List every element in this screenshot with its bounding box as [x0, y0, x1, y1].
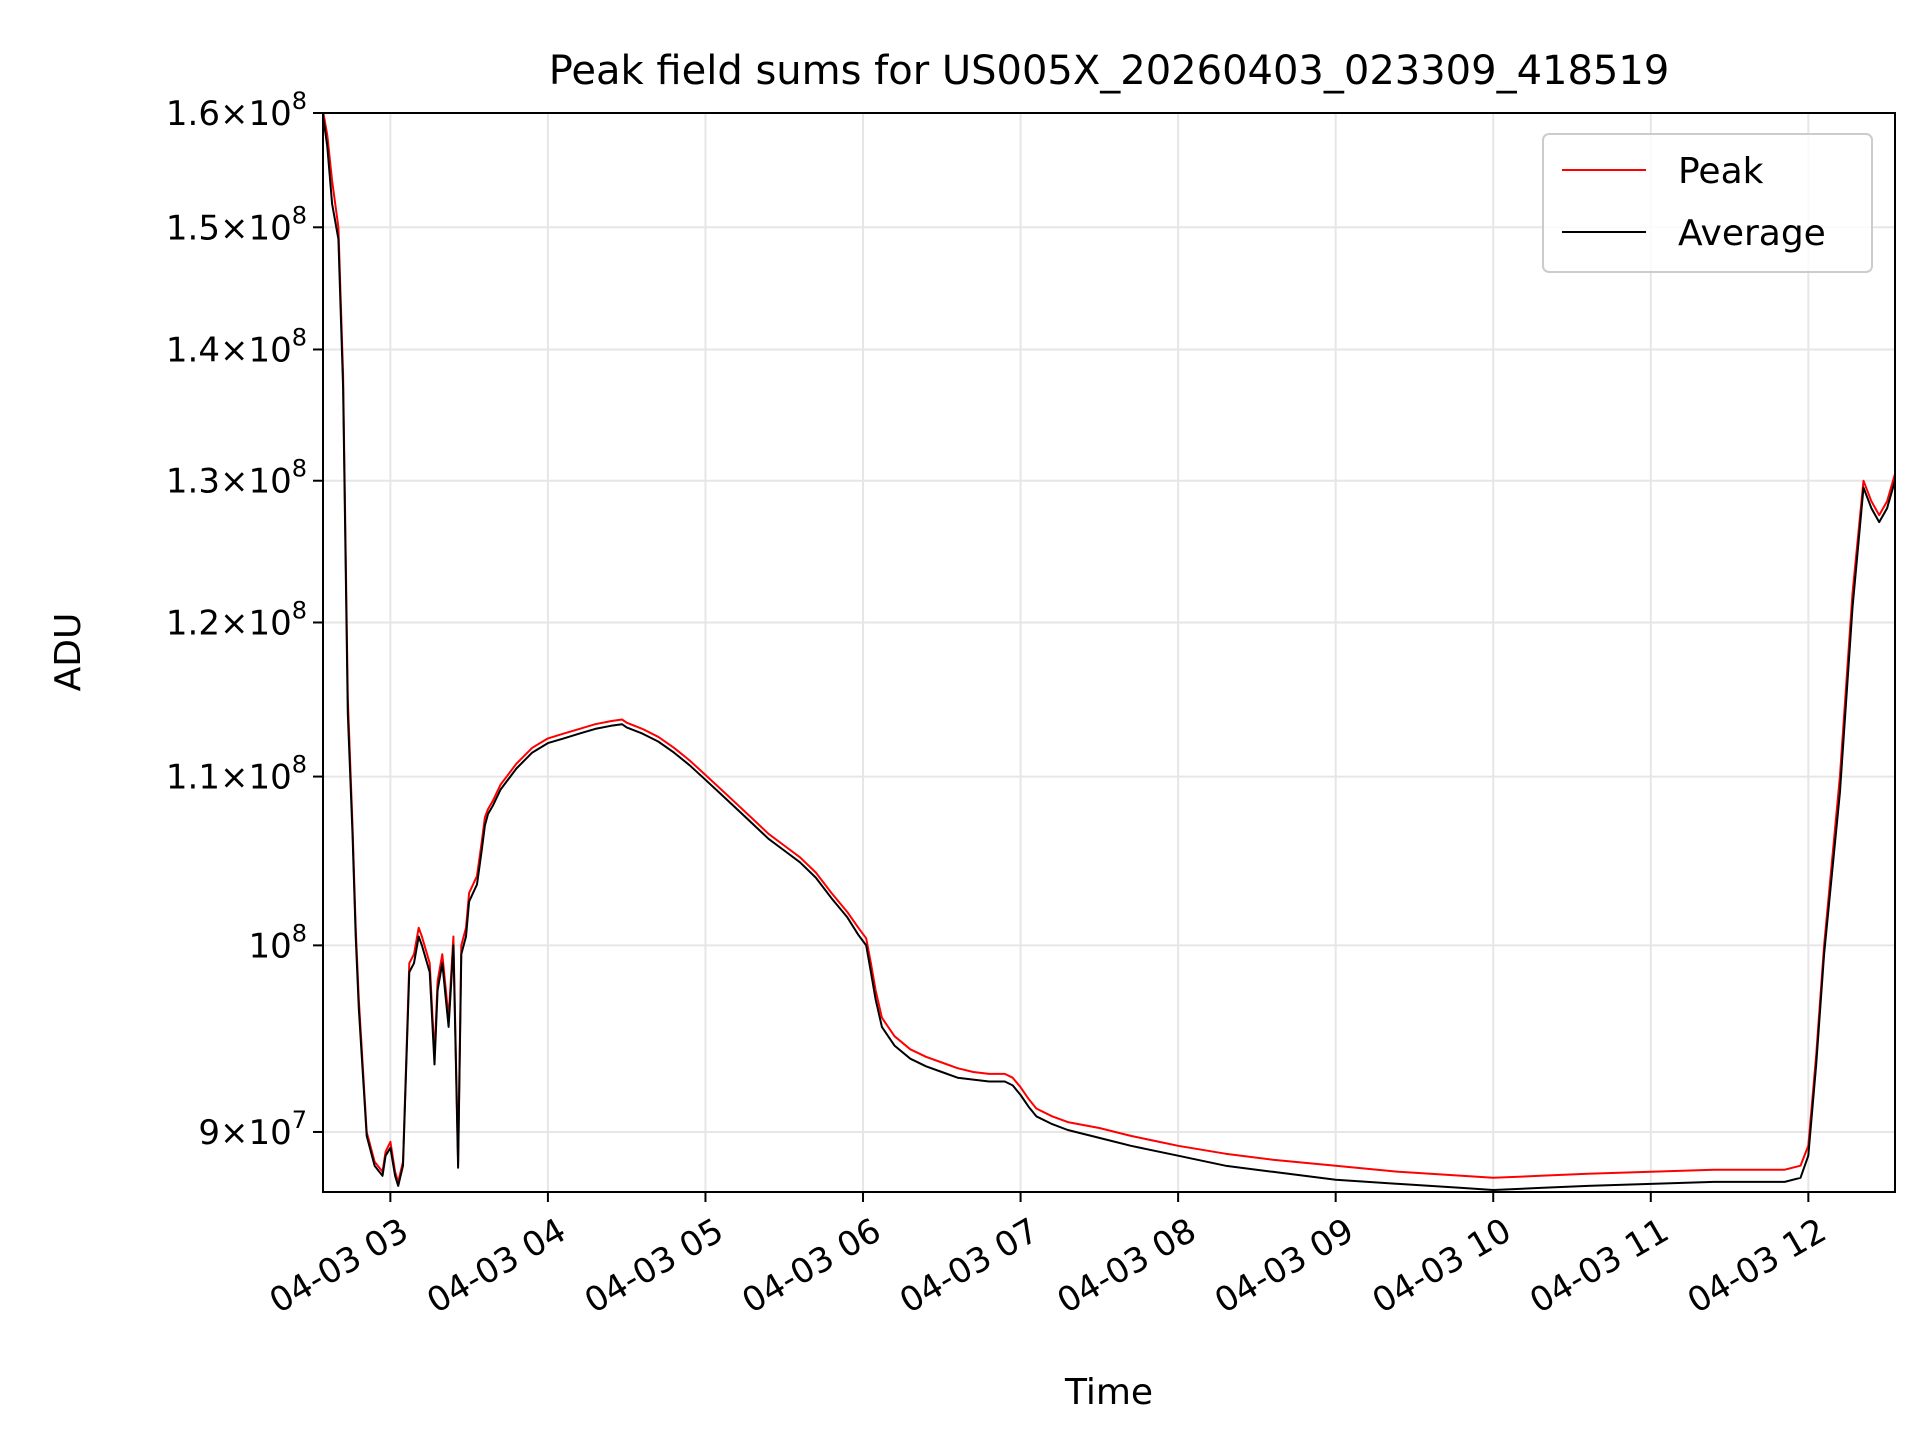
series-layer	[322, 112, 1896, 1191]
y-tick-label: 1.6×108	[166, 87, 307, 134]
y-tick-label: 1.2×108	[166, 596, 307, 643]
legend-label-average: Average	[1678, 213, 1826, 254]
legend-box	[1542, 133, 1873, 273]
y-tick-label: 9×107	[198, 1106, 307, 1153]
y-tick-label: 1.5×108	[166, 201, 307, 248]
y-tick-label: 1.3×108	[166, 455, 307, 502]
legend: Peak Average	[1542, 133, 1873, 273]
chart-title: Peak field sums for US005X_20260403_0233…	[549, 48, 1670, 94]
y-axis-label: ADU	[48, 613, 89, 692]
grid	[323, 112, 1895, 1192]
series-line-average	[322, 118, 1896, 1191]
y-tick-label: 108	[248, 919, 307, 966]
y-tick-label: 1.4×108	[166, 323, 307, 370]
plot-frame	[322, 112, 1896, 1193]
y-tick-label: 1.1×108	[166, 751, 307, 798]
y-axis: 9×107 108 1.1×108 1.2×108 1.3×108 1.4×108 1.5×…	[166, 87, 323, 1153]
series-line-peak	[322, 112, 1896, 1183]
legend-label-peak: Peak	[1678, 151, 1764, 192]
x-axis-label: Time	[1064, 1372, 1153, 1413]
